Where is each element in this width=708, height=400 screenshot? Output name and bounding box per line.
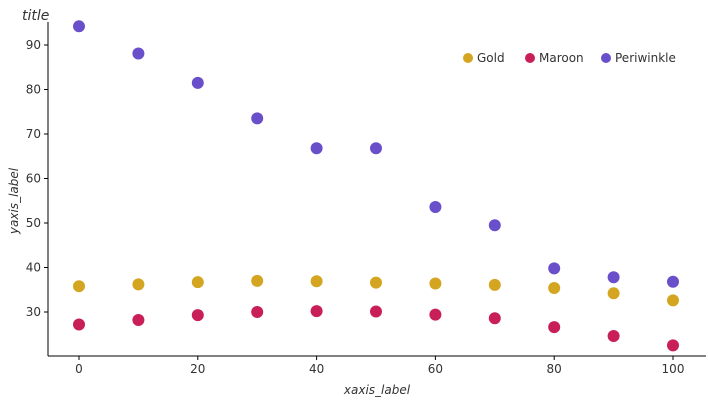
x-tick-label: 0 [75, 362, 83, 376]
data-point-periwinkle [191, 76, 204, 89]
data-point-gold [548, 281, 561, 294]
x-tick-label: 80 [547, 362, 562, 376]
data-point-periwinkle [548, 262, 561, 275]
data-point-maroon [548, 321, 561, 334]
data-point-maroon [607, 330, 620, 343]
legend-label-periwinkle: Periwinkle [615, 51, 676, 65]
legend-label-maroon: Maroon [539, 51, 584, 65]
data-point-maroon [488, 312, 501, 325]
data-point-periwinkle [488, 219, 501, 232]
data-point-maroon [310, 305, 323, 318]
data-point-gold [667, 294, 679, 307]
y-tick-label: 50 [26, 216, 41, 230]
y-tick-label: 80 [26, 83, 41, 97]
legend-marker-maroon [525, 53, 535, 63]
data-point-maroon [132, 314, 145, 327]
chart-title: title [22, 8, 49, 24]
data-point-maroon [667, 339, 679, 352]
data-point-gold [429, 277, 442, 290]
data-point-periwinkle [370, 142, 382, 155]
x-axis-title: xaxis_label [343, 383, 411, 397]
data-point-periwinkle [73, 20, 85, 33]
data-point-gold [310, 275, 323, 288]
data-point-gold [370, 276, 382, 289]
data-point-maroon [429, 308, 442, 321]
data-point-periwinkle [667, 275, 679, 288]
data-point-maroon [191, 309, 204, 322]
data-point-maroon [370, 305, 382, 318]
legend-marker-gold [463, 53, 473, 63]
data-point-gold [73, 280, 85, 293]
series-periwinkle [73, 20, 679, 288]
y-tick-label: 70 [26, 127, 41, 141]
data-point-gold [607, 287, 620, 300]
data-point-maroon [251, 306, 264, 318]
data-point-maroon [73, 318, 85, 331]
legend-label-gold: Gold [477, 51, 505, 65]
data-point-gold [191, 276, 204, 289]
data-point-periwinkle [132, 47, 145, 60]
x-tick-label: 20 [190, 362, 205, 376]
x-tick-label: 60 [428, 362, 443, 376]
data-point-periwinkle [607, 271, 620, 284]
x-axis: 0 20 40 60 80 100 [48, 355, 706, 376]
data-point-gold [132, 278, 145, 291]
series-gold [73, 274, 679, 307]
data-point-periwinkle [429, 200, 442, 213]
y-axis-title: yaxis_label [7, 167, 21, 235]
data-point-periwinkle [310, 142, 323, 155]
series-maroon [73, 305, 679, 352]
y-tick-label: 40 [26, 261, 41, 275]
data-point-gold [251, 274, 264, 287]
series-layer [73, 20, 679, 352]
x-tick-label: 100 [662, 362, 685, 376]
y-tick-label: 90 [26, 38, 41, 52]
legend-marker-periwinkle [601, 53, 611, 63]
legend: Gold Maroon Periwinkle [463, 51, 676, 65]
data-point-periwinkle [251, 112, 264, 125]
x-tick-label: 40 [309, 362, 324, 376]
y-tick-label: 60 [26, 172, 41, 186]
data-point-gold [488, 278, 501, 291]
y-axis: 30 40 50 60 70 80 90 [26, 22, 49, 356]
y-tick-label: 30 [26, 305, 41, 319]
